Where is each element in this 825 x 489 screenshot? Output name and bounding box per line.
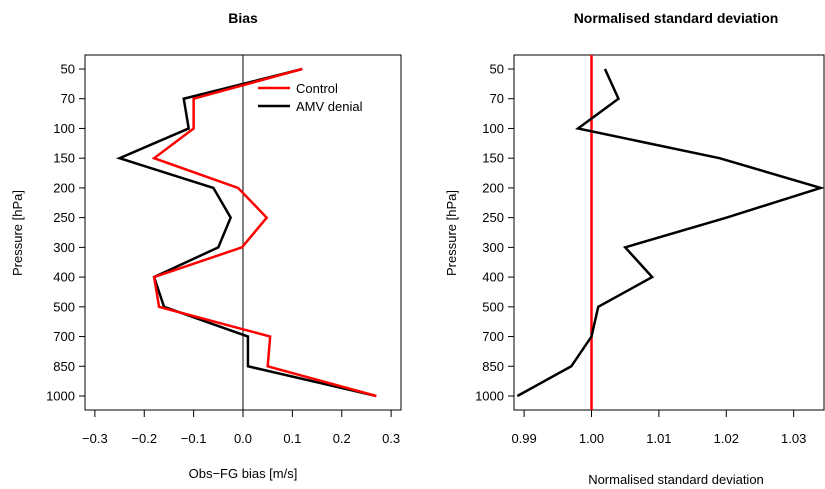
bias-y-tick-label: 250 <box>53 210 75 225</box>
bias-y-tick-label: 70 <box>61 91 75 106</box>
bias-y-tick-label: 1000 <box>46 389 75 404</box>
bias-x-tick-label: 0.3 <box>382 431 400 446</box>
std-x-tick-label: 1.03 <box>781 431 806 446</box>
bias-x-tick-label: 0.2 <box>333 431 351 446</box>
std-x-axis-label: Normalised standard deviation <box>588 472 764 487</box>
bias-series-line-amv-denial <box>115 67 377 398</box>
std-panel: Normalised standard deviation 50 70 100 150… <box>444 10 825 487</box>
std-y-tick-label: 300 <box>482 240 504 255</box>
std-y-axis-label: Pressure [hPa] <box>444 190 459 276</box>
std-y-tick-label: 500 <box>482 299 504 314</box>
legend-label-control: Control <box>296 81 338 96</box>
std-y-tick-label: 150 <box>482 151 504 166</box>
bias-y-tick-label: 200 <box>53 180 75 195</box>
std-y-tick-label: 200 <box>482 180 504 195</box>
bias-x-axis-label: Obs−FG bias [m/s] <box>189 466 298 481</box>
std-y-tick-label: 50 <box>490 62 504 77</box>
bias-x-tick-label: −0.1 <box>181 431 207 446</box>
std-y-tick-label: 250 <box>482 210 504 225</box>
std-series-line-std <box>516 68 825 398</box>
bias-y-tick-label: 100 <box>53 121 75 136</box>
std-y-tick-label: 850 <box>482 359 504 374</box>
std-y-tick-label: 700 <box>482 329 504 344</box>
std-x-tick-label: 1.01 <box>646 431 671 446</box>
std-y-tick-label: 1000 <box>475 389 504 404</box>
bias-title: Bias <box>228 10 258 26</box>
bias-series-line-control <box>151 67 377 398</box>
std-y-tick-label: 100 <box>482 121 504 136</box>
std-x-tick-label: 1.02 <box>714 431 739 446</box>
bias-panel: Bias 50 70 100 150 200 250 300 400 500 700 850 1000… <box>10 10 402 481</box>
bias-legend: Control AMV denial <box>258 81 363 114</box>
std-plot-frame <box>513 54 825 411</box>
std-x-tick-label: 1.00 <box>579 431 604 446</box>
std-y-tick-label: 400 <box>482 270 504 285</box>
bias-y-tick-label: 300 <box>53 240 75 255</box>
bias-y-tick-label: 500 <box>53 299 75 314</box>
std-y-tick-label: 70 <box>490 91 504 106</box>
bias-y-tick-label: 150 <box>53 151 75 166</box>
bias-y-axis-label: Pressure [hPa] <box>10 190 25 276</box>
bias-x-tick-label: 0.0 <box>234 431 252 446</box>
bias-y-tick-label: 700 <box>53 329 75 344</box>
std-x-tick-label: 0.99 <box>511 431 536 446</box>
bias-x-tick-label: 0.1 <box>283 431 301 446</box>
bias-y-tick-label: 850 <box>53 359 75 374</box>
bias-x-tick-label: −0.2 <box>131 431 157 446</box>
bias-y-tick-label: 50 <box>61 62 75 77</box>
bias-y-tick-label: 400 <box>53 270 75 285</box>
std-title: Normalised standard deviation <box>574 10 779 26</box>
legend-label-amv-denial: AMV denial <box>296 99 363 114</box>
bias-x-tick-label: −0.3 <box>82 431 108 446</box>
